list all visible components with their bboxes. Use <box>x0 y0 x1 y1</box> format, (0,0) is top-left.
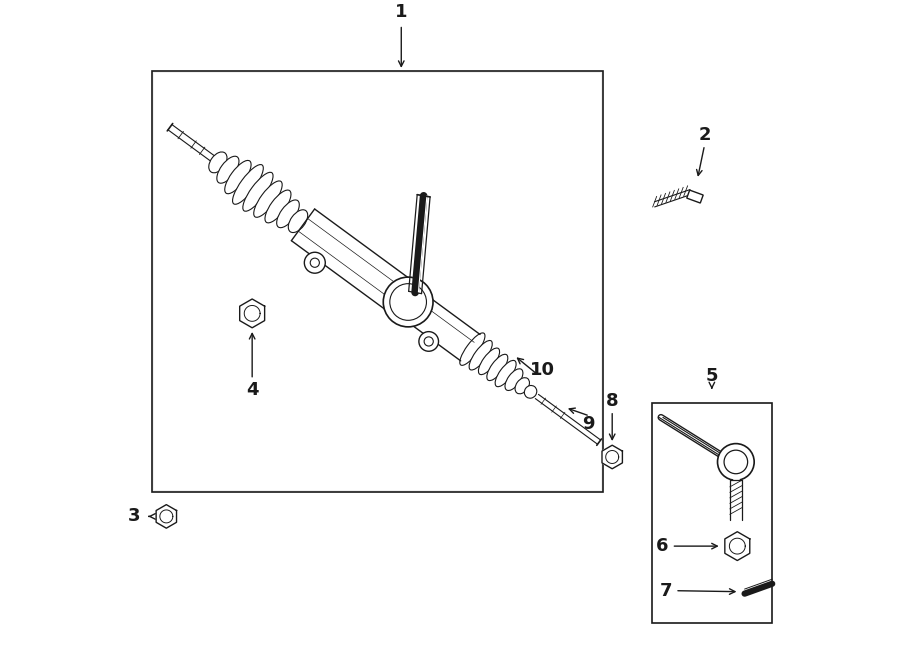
Ellipse shape <box>265 190 291 223</box>
Ellipse shape <box>495 360 516 387</box>
Bar <box>687 190 703 203</box>
Text: 5: 5 <box>706 367 718 385</box>
Bar <box>152 71 603 492</box>
Ellipse shape <box>232 165 264 204</box>
Text: 1: 1 <box>395 3 408 21</box>
Text: 4: 4 <box>246 381 258 399</box>
Text: 6: 6 <box>656 537 668 555</box>
Ellipse shape <box>505 369 523 391</box>
Circle shape <box>724 450 748 474</box>
Polygon shape <box>724 531 750 561</box>
Ellipse shape <box>276 200 300 227</box>
Ellipse shape <box>217 156 239 183</box>
Ellipse shape <box>254 181 283 217</box>
Text: 2: 2 <box>698 126 711 144</box>
Circle shape <box>310 258 320 267</box>
Circle shape <box>418 332 438 351</box>
Bar <box>652 403 772 623</box>
Polygon shape <box>156 504 176 528</box>
Polygon shape <box>602 446 623 469</box>
Ellipse shape <box>209 152 227 173</box>
Text: 7: 7 <box>660 582 671 600</box>
Text: 3: 3 <box>128 508 140 525</box>
Ellipse shape <box>479 348 500 375</box>
Text: 9: 9 <box>582 415 595 433</box>
Ellipse shape <box>288 210 308 233</box>
Circle shape <box>304 253 325 273</box>
Polygon shape <box>239 299 265 328</box>
Bar <box>154 73 601 490</box>
Ellipse shape <box>460 333 485 366</box>
Circle shape <box>383 277 433 327</box>
Ellipse shape <box>243 173 273 212</box>
Ellipse shape <box>487 354 508 381</box>
Ellipse shape <box>469 340 492 370</box>
Ellipse shape <box>525 385 536 398</box>
Ellipse shape <box>515 377 529 394</box>
Text: 10: 10 <box>530 360 555 379</box>
Circle shape <box>717 444 754 481</box>
Ellipse shape <box>225 161 251 194</box>
Circle shape <box>390 284 427 321</box>
Text: 8: 8 <box>606 391 618 410</box>
Circle shape <box>424 337 433 346</box>
